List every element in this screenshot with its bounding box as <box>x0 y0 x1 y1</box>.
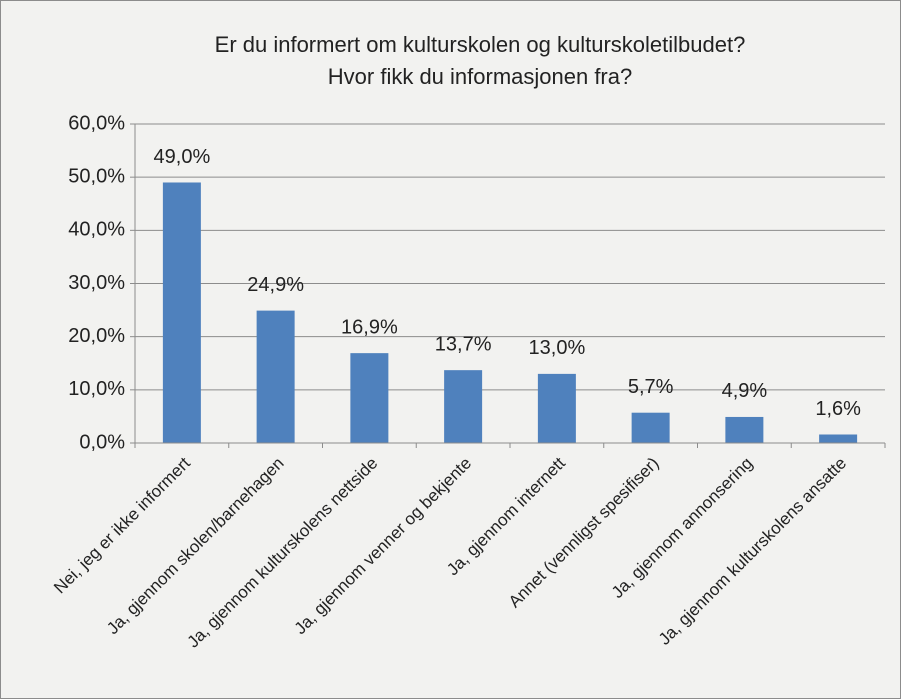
chart-title: Hvor fikk du informasjonen fra? <box>328 64 632 89</box>
value-label: 4,9% <box>722 380 768 402</box>
y-tick-label: 0,0% <box>79 431 125 453</box>
value-label: 5,7% <box>628 376 674 398</box>
y-tick-label: 50,0% <box>68 165 125 187</box>
value-label: 13,7% <box>435 333 492 355</box>
y-tick-label: 30,0% <box>68 272 125 294</box>
y-tick-label: 60,0% <box>68 112 125 134</box>
value-label: 49,0% <box>154 146 211 168</box>
y-tick-label: 20,0% <box>68 325 125 347</box>
y-tick-label: 10,0% <box>68 378 125 400</box>
value-label: 1,6% <box>815 398 861 420</box>
y-tick-label: 40,0% <box>68 219 125 241</box>
bar <box>162 182 201 443</box>
value-label: 16,9% <box>341 316 398 338</box>
bar <box>819 434 858 443</box>
bar <box>725 416 764 443</box>
bar <box>256 310 295 443</box>
bar <box>350 353 389 443</box>
bar <box>444 370 483 443</box>
bar <box>631 412 670 443</box>
bar <box>537 373 576 443</box>
value-label: 13,0% <box>529 337 586 359</box>
value-label: 24,9% <box>247 274 304 296</box>
chart-title: Er du informert om kulturskolen og kultu… <box>215 32 746 57</box>
